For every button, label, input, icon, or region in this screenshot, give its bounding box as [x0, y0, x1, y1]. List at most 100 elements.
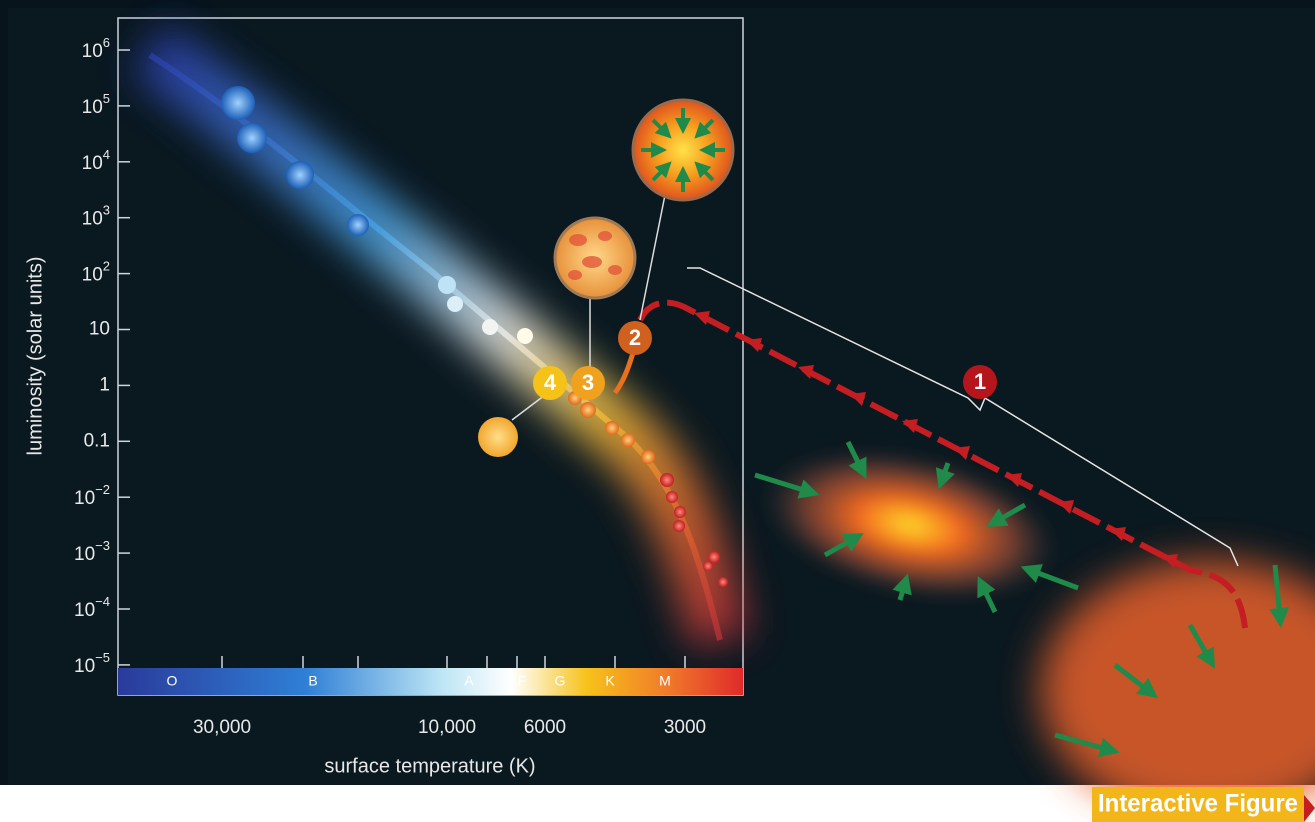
- x-tick-label: 30,000: [193, 717, 251, 738]
- step-marker: [571, 366, 605, 400]
- bracket: [687, 267, 1239, 567]
- star: [286, 161, 314, 189]
- y-axis-label: luminosity (solar units): [24, 257, 46, 456]
- x-tick-label: 3000: [664, 717, 706, 738]
- step-label: 3: [582, 370, 594, 395]
- cell: [569, 234, 587, 246]
- collapsing-core: [762, 449, 1058, 601]
- track-arrowhead: [1162, 554, 1178, 568]
- spectral-class: O: [167, 673, 178, 689]
- star: [718, 577, 728, 587]
- y-tick-label: 106: [82, 35, 110, 62]
- arrow: [1113, 663, 1158, 699]
- track-arrowhead: [1110, 527, 1126, 541]
- arrow: [1054, 732, 1120, 758]
- x-tick-label: 10,000: [418, 717, 476, 738]
- arrow: [935, 462, 955, 490]
- spectral-class: K: [605, 673, 615, 689]
- star: [621, 433, 635, 447]
- star: [708, 551, 720, 563]
- x-ticks: 30,000 10,000 6000 3000: [193, 656, 706, 738]
- tick-exponent: −5: [95, 650, 110, 665]
- tick-exponent: −2: [95, 483, 110, 498]
- badge-arrow[interactable]: [1304, 795, 1315, 822]
- x-tick-label: 6000: [524, 717, 566, 738]
- main-sequence-line: [148, 52, 723, 641]
- track-arrowhead: [746, 338, 762, 352]
- y-tick-label: 105: [82, 91, 110, 118]
- x-axis-label: surface temperature (K): [324, 755, 535, 777]
- badge-box[interactable]: [1092, 787, 1304, 822]
- badge-label[interactable]: Interactive Figure: [1098, 790, 1298, 818]
- spectral-class: G: [555, 673, 566, 689]
- spectral-class: M: [659, 673, 671, 689]
- tick-base: 10: [82, 41, 103, 62]
- arrow: [977, 575, 998, 614]
- star: [641, 450, 655, 464]
- y-tick-label: 104: [82, 147, 110, 174]
- cell: [608, 265, 622, 275]
- y-tick-label: 10: [89, 319, 110, 340]
- arrow: [651, 118, 672, 139]
- star: [703, 561, 713, 571]
- cell: [582, 256, 602, 268]
- convection-cells: [568, 231, 622, 280]
- tick-base: 10: [82, 209, 103, 230]
- tick-exponent: 6: [103, 35, 110, 50]
- track-arrowhead: [902, 419, 918, 433]
- tick-base: 10: [82, 153, 103, 174]
- step-label: 4: [544, 370, 557, 395]
- spectral-class: F: [518, 673, 527, 689]
- spectral-bar: [118, 668, 743, 695]
- inset-arrows: [641, 108, 725, 192]
- tick-base: 10: [82, 265, 103, 286]
- tick-exponent: −3: [95, 539, 110, 554]
- star: [580, 402, 596, 418]
- arrow: [754, 472, 820, 499]
- step-label: 1: [974, 369, 986, 394]
- track-arrowhead: [798, 365, 814, 379]
- y-tick-label: 10−2: [74, 483, 110, 510]
- spectral-class: A: [464, 673, 474, 689]
- y-tick-label: 10−5: [74, 650, 110, 677]
- y-tick-label: 10−4: [74, 594, 110, 621]
- cell: [598, 231, 612, 241]
- leader-line: [639, 194, 666, 321]
- cell: [568, 270, 582, 280]
- leader-line: [511, 394, 546, 421]
- y-tick-label: 10−3: [74, 539, 110, 566]
- step-marker: [963, 365, 997, 399]
- arrow: [651, 161, 672, 182]
- star: [605, 421, 619, 435]
- arrow: [892, 573, 912, 601]
- y-tick-label: 102: [82, 259, 110, 286]
- star: [674, 506, 686, 518]
- step-marker: [533, 366, 567, 400]
- step-marker: [618, 321, 652, 355]
- protostar-track: [637, 299, 1248, 629]
- star: [666, 491, 678, 503]
- star: [221, 86, 255, 120]
- tick-exponent: 2: [103, 259, 110, 274]
- main-sequence-star: [478, 417, 518, 457]
- arrow: [1187, 623, 1215, 669]
- tick-exponent: −4: [95, 594, 110, 609]
- star: [347, 214, 369, 236]
- green-arrows: [754, 440, 1290, 758]
- arrow: [845, 440, 867, 479]
- arrow: [1020, 564, 1079, 591]
- star: [673, 520, 685, 532]
- star: [237, 123, 267, 153]
- track-arrowhead: [1006, 473, 1022, 487]
- tick-base: 10: [82, 97, 103, 118]
- star: [447, 296, 463, 312]
- tick-base: 10: [74, 600, 95, 621]
- track-arrowhead: [1058, 500, 1074, 514]
- tick-exponent: 5: [103, 91, 110, 106]
- spectral-class: B: [308, 673, 317, 689]
- arrow: [694, 161, 715, 182]
- track-arrows: [694, 311, 1178, 568]
